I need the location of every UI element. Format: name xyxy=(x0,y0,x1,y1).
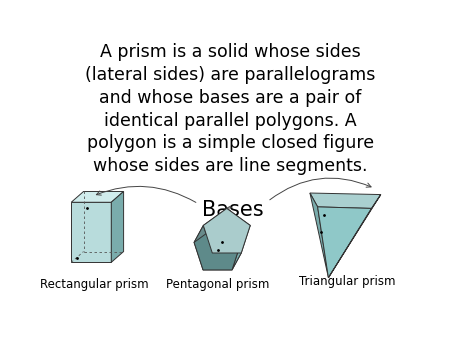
Text: Pentagonal prism: Pentagonal prism xyxy=(166,278,269,291)
Polygon shape xyxy=(194,225,212,270)
Polygon shape xyxy=(203,209,250,253)
Polygon shape xyxy=(71,192,124,202)
Text: Bases: Bases xyxy=(202,200,264,220)
Text: Triangular prism: Triangular prism xyxy=(299,275,395,289)
Polygon shape xyxy=(71,202,111,262)
Polygon shape xyxy=(194,225,241,270)
Polygon shape xyxy=(318,207,372,278)
Text: A prism is a solid whose sides
(lateral sides) are parallelograms
and whose base: A prism is a solid whose sides (lateral … xyxy=(86,43,376,175)
Polygon shape xyxy=(203,253,241,270)
Text: Rectangular prism: Rectangular prism xyxy=(40,278,148,291)
Polygon shape xyxy=(310,193,328,278)
Polygon shape xyxy=(232,225,250,270)
Polygon shape xyxy=(217,209,250,242)
Polygon shape xyxy=(194,209,227,242)
Polygon shape xyxy=(328,195,381,278)
Polygon shape xyxy=(310,193,381,209)
Polygon shape xyxy=(111,192,124,262)
